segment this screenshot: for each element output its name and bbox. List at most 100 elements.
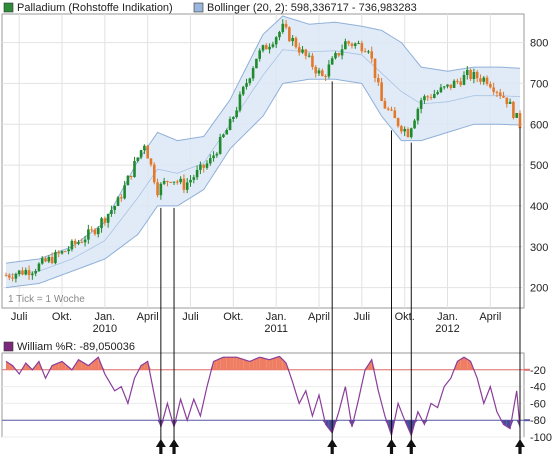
bollinger-legend-label: Bollinger (20, 2): 598,336717 - 736,9832… xyxy=(207,2,417,14)
bollinger-lower-line xyxy=(5,78,521,289)
price-bar-body xyxy=(139,150,143,158)
price-bar-body xyxy=(11,277,14,279)
price-bar-body xyxy=(218,137,222,154)
price-bar-body xyxy=(367,51,370,53)
price-bar-body xyxy=(110,209,113,214)
william-overbought-fill xyxy=(368,359,372,370)
price-bar-body xyxy=(77,242,80,244)
william-overbought-fill xyxy=(216,358,221,370)
price-bar-body xyxy=(370,51,374,59)
william-overbought-fill xyxy=(75,359,79,370)
price-bar-body xyxy=(475,71,479,79)
price-bar-body xyxy=(96,228,100,235)
price-bar-body xyxy=(456,80,459,82)
bottom-legend: William %R: -89,050036 xyxy=(3,341,135,353)
price-bar-body xyxy=(396,118,400,127)
price-bar-body xyxy=(301,49,304,53)
price-bar-body xyxy=(116,197,120,207)
price-bar-body xyxy=(340,49,344,56)
price-bar-body xyxy=(162,180,166,184)
price-bar-body xyxy=(508,101,512,104)
price-bar-body xyxy=(238,94,242,111)
x-tick-label: Jan. xyxy=(437,311,458,323)
price-bar-body xyxy=(363,51,367,53)
william-overbought-fill xyxy=(253,358,257,370)
william-overbought-fill xyxy=(249,360,254,370)
price-y-tick-label: 200 xyxy=(530,283,548,295)
palladium-swatch xyxy=(3,2,14,13)
william-overbought-fill xyxy=(259,357,263,370)
price-bar-body xyxy=(492,87,495,92)
william-panel: -20 -40 -60 -80 -100 xyxy=(1,352,552,444)
price-bar-body xyxy=(261,45,265,51)
william-overbought-fill xyxy=(246,360,250,370)
william-overbought-fill xyxy=(230,357,234,370)
price-bar-body xyxy=(347,41,350,44)
william-overbought-fill xyxy=(88,362,92,370)
price-bar-body xyxy=(357,43,360,45)
price-bar-body xyxy=(136,157,140,162)
price-bar-body xyxy=(57,252,61,254)
price-bar-body xyxy=(268,46,271,50)
price-bar-body xyxy=(133,161,136,178)
price-bar-body xyxy=(433,94,436,98)
william-overbought-fill xyxy=(467,359,471,370)
price-bar-body xyxy=(373,58,377,79)
price-bar-body xyxy=(64,251,67,253)
william-oversold-fill xyxy=(421,420,425,425)
price-bar-body xyxy=(44,258,47,262)
william-y-tick-label: -60 xyxy=(530,398,546,410)
william-overbought-fill xyxy=(220,357,224,370)
signal-arrows xyxy=(155,81,525,454)
price-bar-body xyxy=(294,37,298,48)
william-y-tick-label: -20 xyxy=(530,365,546,377)
price-bar-body xyxy=(93,229,97,235)
price-bar-body xyxy=(409,128,413,138)
price-bar-body xyxy=(297,47,301,53)
price-bar-body xyxy=(459,81,462,85)
price-bar-body xyxy=(172,181,176,183)
price-bar-body xyxy=(502,95,505,98)
x-tick-label: Jan. xyxy=(266,311,287,323)
price-bar-body xyxy=(205,163,209,168)
palladium-legend-label: Palladium (Rohstoffe Indikation) xyxy=(17,2,173,14)
price-bar-body xyxy=(228,118,232,131)
price-bar-body xyxy=(120,197,123,199)
price-bar-body xyxy=(100,218,103,229)
price-bar-body xyxy=(54,252,57,264)
william-y-tick-label: -80 xyxy=(530,415,546,427)
price-y-tick-label: 600 xyxy=(530,119,548,131)
william-overbought-fill xyxy=(460,357,464,370)
william-overbought-fill xyxy=(276,356,280,370)
x-tick-year-label: 2012 xyxy=(435,323,459,335)
price-bar-body xyxy=(245,83,248,87)
price-bar-body xyxy=(17,270,21,275)
price-bar-body xyxy=(40,258,44,264)
william-overbought-fill xyxy=(269,358,273,370)
price-bar-body xyxy=(21,270,24,275)
price-bar-body xyxy=(271,44,275,47)
price-bar-body xyxy=(330,58,334,65)
price-bar-body xyxy=(291,37,294,42)
price-bar-body xyxy=(166,180,169,183)
price-bar-body xyxy=(485,77,489,85)
price-bar-body xyxy=(123,185,126,199)
william-overbought-fill xyxy=(457,359,461,370)
x-tick-label: April xyxy=(137,311,159,323)
william-overbought-fill xyxy=(263,358,267,370)
price-bar-body xyxy=(37,263,41,271)
price-bar-body xyxy=(274,37,278,45)
price-bar-body xyxy=(479,78,482,82)
price-bar-body xyxy=(232,117,235,119)
price-bar-body xyxy=(307,55,311,57)
william-overbought-fill xyxy=(55,362,59,370)
price-bar-body xyxy=(255,58,258,69)
price-bar-body xyxy=(126,175,130,186)
x-tick-label: Juli xyxy=(354,311,371,323)
price-bar-body xyxy=(50,257,54,264)
overbought-level-tag xyxy=(524,368,530,371)
signal-arrow xyxy=(515,439,525,454)
price-bar-body xyxy=(469,69,472,80)
price-bar-body xyxy=(199,164,202,170)
price-bar-body xyxy=(7,275,11,278)
